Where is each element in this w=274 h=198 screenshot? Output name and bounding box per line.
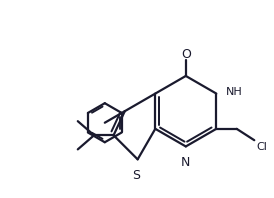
Text: S: S	[132, 169, 140, 182]
Text: O: O	[181, 48, 191, 61]
Text: NH: NH	[226, 87, 242, 97]
Text: N: N	[181, 156, 190, 169]
Text: Cl: Cl	[256, 142, 267, 152]
